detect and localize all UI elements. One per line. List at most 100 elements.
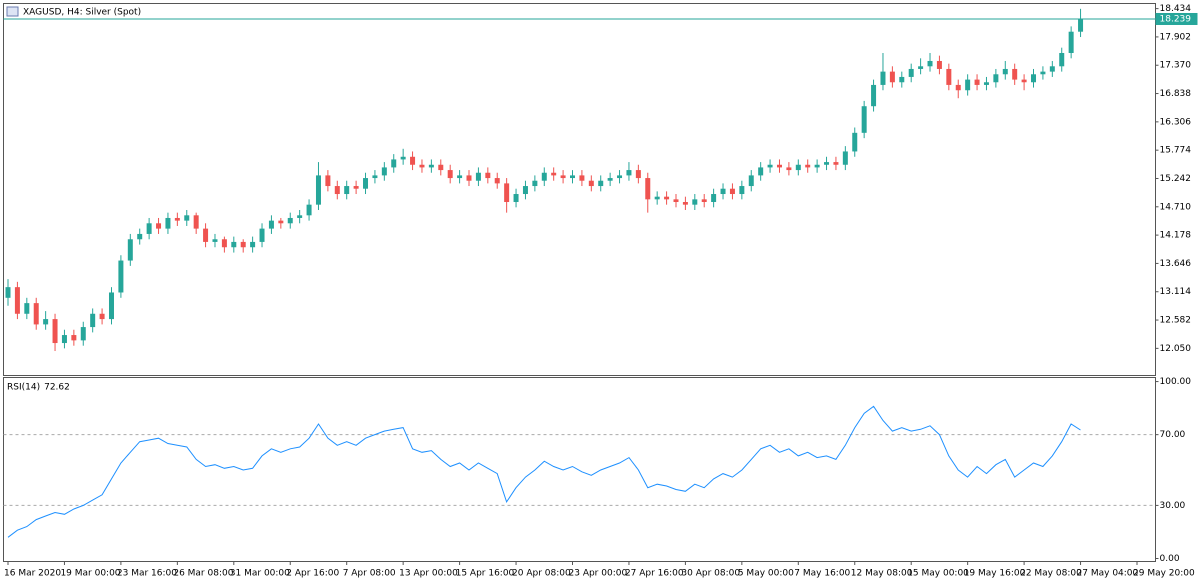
- candle-body: [80, 327, 86, 341]
- candle-body: [231, 241, 237, 248]
- candle-body: [372, 175, 378, 179]
- rsi-line: [7, 405, 1081, 538]
- candle-body: [880, 71, 886, 85]
- candle-body: [541, 172, 547, 181]
- candle-body: [14, 287, 20, 314]
- y-tick-label: 70.00: [1160, 430, 1186, 440]
- candle-body: [889, 71, 895, 83]
- candle-body: [852, 132, 858, 152]
- candle-body: [560, 175, 566, 179]
- candle-body: [908, 68, 914, 77]
- candle-body: [90, 313, 96, 328]
- y-tick-label: 17.902: [1160, 32, 1192, 42]
- x-tick-label: 13 Apr 00:00: [399, 569, 458, 579]
- candle-body: [692, 199, 698, 205]
- candle-body: [833, 162, 839, 165]
- candle-body: [1031, 74, 1037, 83]
- x-tick-label: 20 Apr 08:00: [512, 569, 571, 579]
- candle-body: [268, 220, 274, 229]
- candle-body: [983, 82, 989, 85]
- candle-body: [108, 292, 114, 320]
- candle-body: [1049, 66, 1055, 72]
- candle-body: [767, 164, 773, 168]
- x-tick-label: 12 May 08:00: [851, 569, 913, 579]
- candle-body: [221, 239, 227, 248]
- candle-body: [626, 170, 632, 176]
- last-price-label: 18.239: [1160, 14, 1192, 24]
- candle-body: [673, 199, 679, 203]
- candle-body: [570, 175, 575, 179]
- indicator-name: RSI(14): [7, 383, 40, 393]
- candle-body: [720, 188, 726, 195]
- x-tick-label: 19 May 16:00: [964, 569, 1026, 579]
- candle-body: [993, 74, 999, 83]
- candle-body: [61, 335, 67, 344]
- candle-body: [43, 319, 49, 325]
- candle-body: [353, 186, 359, 189]
- candle-body: [297, 215, 303, 218]
- candle-body: [457, 175, 463, 179]
- x-tick-label: 15 Apr 16:00: [456, 569, 515, 579]
- candle-body: [287, 217, 293, 224]
- candle-body: [315, 175, 321, 205]
- candle-body: [494, 178, 500, 184]
- candle-body: [598, 180, 604, 187]
- candle-body: [33, 303, 39, 325]
- candle-body: [795, 164, 801, 171]
- x-tick-label: 23 Mar 16:00: [117, 569, 177, 579]
- candle-body: [758, 167, 764, 176]
- candle-body: [654, 196, 660, 200]
- candle-body: [24, 303, 30, 314]
- candle-body: [1078, 18, 1084, 32]
- candle-body: [1040, 71, 1046, 75]
- candle-body: [250, 241, 256, 248]
- candle-body: [118, 260, 124, 293]
- candle-body: [682, 202, 688, 205]
- x-tick-label: 27 Apr 16:00: [625, 569, 684, 579]
- candle-body: [918, 66, 924, 69]
- candle-body: [363, 178, 369, 189]
- candle-body: [522, 186, 528, 195]
- candle-body: [203, 228, 209, 242]
- candle-body: [588, 180, 594, 187]
- candle-body: [438, 164, 444, 171]
- candle-body: [99, 313, 105, 320]
- candle-body: [52, 319, 58, 344]
- candle-body: [306, 204, 312, 216]
- x-tick-label: 7 May 16:00: [794, 569, 850, 579]
- y-tick-label: 100.00: [1160, 377, 1192, 387]
- x-tick-label: 27 May 04:00: [1077, 569, 1139, 579]
- last-price-box: [1155, 12, 1198, 25]
- candle-body: [946, 68, 952, 85]
- x-tick-label: 16 Mar 2020: [4, 569, 61, 579]
- candle-body: [447, 170, 453, 179]
- y-tick-label: 14.710: [1160, 202, 1192, 212]
- candle-body: [466, 175, 472, 181]
- candle-body: [805, 164, 811, 168]
- candle-body: [842, 151, 848, 165]
- candle-body: [899, 76, 905, 83]
- candle-body: [137, 233, 143, 240]
- candle-body: [212, 239, 218, 242]
- y-tick-label: 12.050: [1160, 344, 1192, 354]
- y-tick-label: 14.178: [1160, 231, 1192, 241]
- candle-body: [965, 79, 971, 91]
- candle-body: [193, 215, 199, 229]
- y-tick-label: 30.00: [1160, 501, 1186, 511]
- candle-body: [334, 186, 340, 195]
- candle-body: [729, 188, 735, 195]
- y-tick-label: 17.370: [1160, 61, 1192, 71]
- x-tick-label: 7 Apr 08:00: [343, 569, 396, 579]
- chart-title: XAGUSD, H4: Silver (Spot): [23, 8, 141, 18]
- y-tick-label: 15.774: [1160, 146, 1192, 156]
- indicator-value: 72.62: [44, 383, 70, 393]
- candle-body: [184, 215, 190, 221]
- candle-body: [381, 167, 387, 176]
- y-tick-label: 13.114: [1160, 287, 1192, 297]
- candle-body: [259, 228, 265, 242]
- candle-body: [428, 164, 434, 168]
- x-tick-label: 26 Mar 08:00: [173, 569, 233, 579]
- candle-body: [1068, 31, 1074, 53]
- x-tick-label: 15 May 00:00: [907, 569, 969, 579]
- candle-body: [504, 183, 510, 203]
